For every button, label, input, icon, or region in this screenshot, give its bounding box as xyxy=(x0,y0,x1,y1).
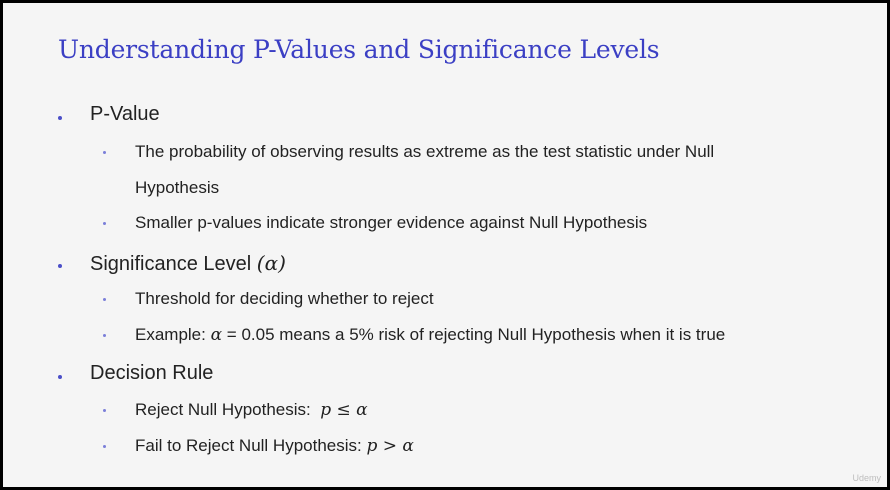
fail-rule-label: Fail to Reject Null Hypothesis: xyxy=(135,436,367,455)
list-item-pvalue-definition-continued: Hypothesis xyxy=(135,178,220,197)
section-heading-decision-rule: Decision Rule xyxy=(90,362,214,384)
slide: Understanding P-Values and Significance … xyxy=(3,3,887,487)
bullet-dot xyxy=(58,116,62,120)
sub-bullet-dot xyxy=(103,334,106,337)
watermark-logo: Udemy xyxy=(852,473,881,483)
list-item-fail-to-reject-rule: Fail to Reject Null Hypothesis: p > α xyxy=(135,436,414,456)
alpha-symbol: α xyxy=(210,325,223,345)
example-prefix: Example: xyxy=(135,325,211,344)
list-item-pvalue-evidence: Smaller p-values indicate stronger evide… xyxy=(135,213,648,232)
sub-bullet-dot xyxy=(103,445,106,448)
section-heading-p-value: P-Value xyxy=(90,103,160,125)
list-item-threshold: Threshold for deciding whether to reject xyxy=(135,289,434,308)
bullet-dot xyxy=(58,375,62,379)
significance-heading-text: Significance Level xyxy=(90,253,252,275)
alpha-symbol: (α) xyxy=(256,251,286,275)
list-item-pvalue-definition: The probability of observing results as … xyxy=(135,142,715,161)
sub-bullet-dot xyxy=(103,151,106,154)
example-suffix: = 0.05 means a 5% risk of rejecting Null… xyxy=(222,325,726,344)
sub-bullet-dot xyxy=(103,298,106,301)
reject-rule-label: Reject Null Hypothesis: xyxy=(135,400,321,419)
sub-bullet-dot xyxy=(103,409,106,412)
fail-rule-formula: p > α xyxy=(366,436,414,456)
bullet-dot xyxy=(58,264,62,268)
section-heading-significance-level: Significance Level (α) xyxy=(90,251,286,276)
reject-rule-formula: p ≤ α xyxy=(320,400,368,420)
slide-title: Understanding P-Values and Significance … xyxy=(58,35,660,64)
list-item-example: Example: α = 0.05 means a 5% risk of rej… xyxy=(135,325,725,345)
list-item-reject-rule: Reject Null Hypothesis: p ≤ α xyxy=(135,400,368,420)
sub-bullet-dot xyxy=(103,222,106,225)
